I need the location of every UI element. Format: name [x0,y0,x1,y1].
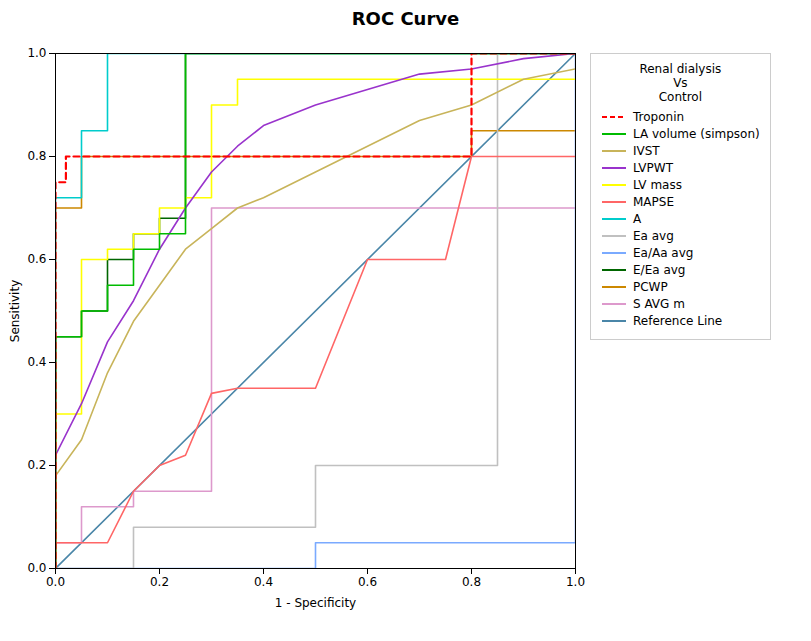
svg-text:0.4: 0.4 [254,575,273,589]
svg-text:0.4: 0.4 [27,355,46,369]
svg-text:0.0: 0.0 [27,561,46,575]
html-text:LVPWT: LVPWT [633,161,673,175]
html-text:A: A [633,212,642,226]
html-text:Ea/Aa avg: Ea/Aa avg [633,246,694,260]
svg-text:0.6: 0.6 [358,575,377,589]
html-text:MAPSE: MAPSE [633,195,674,209]
html-text:Troponin: Troponin [633,110,685,124]
svg-text:0.0: 0.0 [46,575,65,589]
svg-text:0.8: 0.8 [462,575,481,589]
html-text:E/Ea avg: E/Ea avg [633,263,686,277]
svg-text:0.8: 0.8 [27,149,46,163]
html-text:LV mass: LV mass [633,178,682,192]
html-text:PCWP: PCWP [633,280,668,294]
html-text:IVST: IVST [633,144,660,158]
svg-text:1.0: 1.0 [27,46,46,60]
html-text:Renal dialysis Vs Control: Renal dialysis Vs Control [639,62,722,104]
svg-text:0.2: 0.2 [150,575,169,589]
html-text:ROC Curve: ROC Curve [351,8,460,29]
svg-text:1 - Specificity: 1 - Specificity [275,596,356,610]
svg-text:0.2: 0.2 [27,458,46,472]
svg-text:Sensitivity: Sensitivity [8,280,22,342]
html-text:S AVG m: S AVG m [633,297,685,311]
html-text:LA volume (simpson): LA volume (simpson) [633,127,760,141]
html-text:Reference Line: Reference Line [633,314,723,328]
html-text:Ea avg: Ea avg [633,229,674,243]
svg-text:0.6: 0.6 [27,252,46,266]
svg-text:1.0: 1.0 [566,575,585,589]
